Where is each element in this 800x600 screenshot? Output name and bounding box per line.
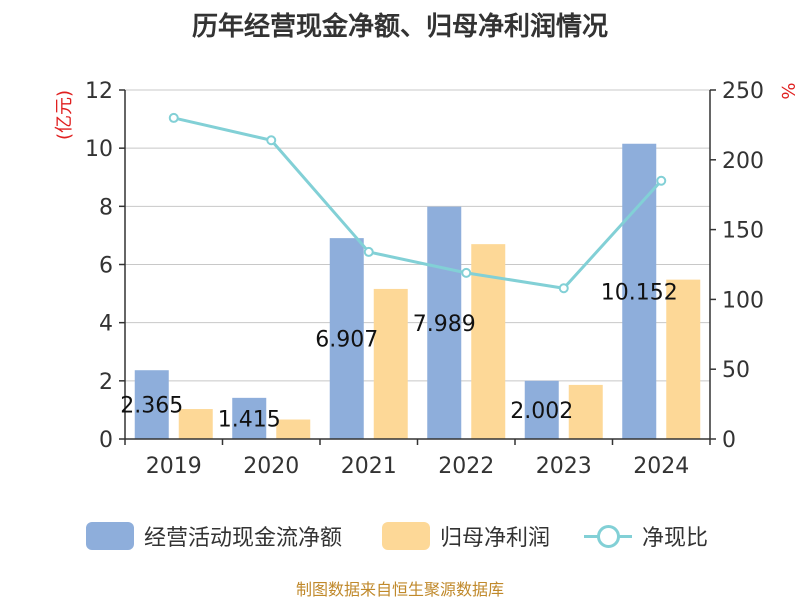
line-series (168, 112, 667, 294)
y-right-axis-label: % (777, 82, 798, 99)
source-note: 制图数据来自恒生聚源数据库 (295, 580, 504, 599)
bar-net-profit-2020 (276, 419, 311, 439)
bar-net-profit-2021 (373, 288, 408, 439)
axes: 0 2 4 6 8 10 12 0 50 100 150 200 250 2019 2020 2021 2022… (54, 79, 798, 479)
bar-cash-flow-2022 (427, 206, 462, 439)
bar-net-profit-2019 (178, 409, 213, 439)
y-right-tick-label: 0 (722, 428, 736, 453)
legend-line-ratio-icon (584, 522, 632, 550)
ratio-point-2024 (656, 175, 667, 186)
x-tick-label-2024: 2024 (633, 454, 689, 479)
x-tick-label-2023: 2023 (536, 454, 592, 479)
legend-swatch-cash-flow (86, 522, 134, 550)
bar-series (134, 143, 701, 439)
legend-item-net-profit[interactable]: 归母净利润 (382, 518, 550, 554)
y-left-tick-label: 8 (99, 195, 113, 220)
x-tick-label-2021: 2021 (341, 454, 397, 479)
data-label-cash-flow-2019: 2.365 (120, 394, 183, 419)
gridlines (125, 89, 710, 382)
data-label-cash-flow-2020: 1.415 (218, 407, 281, 432)
ratio-point-2019 (168, 112, 179, 123)
bar-cash-flow-2023 (524, 380, 559, 439)
legend-swatch-net-profit (382, 522, 430, 550)
bar-net-profit-2023 (568, 384, 603, 439)
bar-net-profit-2024 (666, 279, 701, 439)
x-tick-label-2019: 2019 (146, 454, 202, 479)
y-right-tick-label: 150 (722, 219, 764, 244)
ratio-point-2023 (558, 283, 569, 294)
y-left-tick-label: 12 (85, 79, 113, 104)
bar-cash-flow-2021 (329, 238, 364, 439)
ratio-point-2021 (363, 246, 374, 257)
data-labels: 2.365 1.415 6.907 7.989 2.002 10.152 (120, 280, 677, 432)
data-label-cash-flow-2022: 7.989 (413, 312, 476, 337)
y-left-tick-label: 0 (99, 428, 113, 453)
legend-item-cash-flow[interactable]: 经营活动现金流净额 (86, 518, 342, 554)
legend: 经营活动现金流净额 归母净利润 净现比 (0, 518, 800, 554)
data-label-cash-flow-2023: 2.002 (510, 399, 573, 424)
data-label-cash-flow-2024: 10.152 (601, 280, 678, 305)
legend-label-net-profit: 归母净利润 (440, 526, 551, 551)
y-right-tick-label: 50 (722, 358, 750, 383)
y-left-tick-label: 10 (85, 137, 113, 162)
ratio-point-2022 (461, 267, 472, 278)
y-left-tick-label: 4 (99, 312, 113, 337)
bar-cash-flow-2019 (134, 370, 169, 439)
y-left-axis-label: (亿元) (54, 90, 75, 140)
data-label-cash-flow-2021: 6.907 (315, 328, 378, 353)
x-tick-label-2020: 2020 (243, 454, 299, 479)
x-tick-label-2022: 2022 (438, 454, 494, 479)
chart-title: 历年经营现金净额、归母净利润情况 (191, 12, 608, 42)
y-right-tick-label: 100 (722, 288, 764, 313)
y-right-tick-label: 250 (722, 79, 764, 104)
ratio-line (173, 116, 663, 290)
y-left-tick-label: 6 (99, 254, 113, 279)
y-left-tick-label: 2 (99, 370, 113, 395)
ratio-point-2020 (266, 135, 277, 146)
legend-label-ratio: 净现比 (642, 526, 709, 551)
legend-item-ratio[interactable]: 净现比 (584, 518, 708, 554)
legend-label-cash-flow: 经营活动现金流净额 (144, 526, 343, 551)
bar-cash-flow-2020 (232, 397, 267, 439)
y-right-tick-label: 200 (722, 149, 764, 174)
